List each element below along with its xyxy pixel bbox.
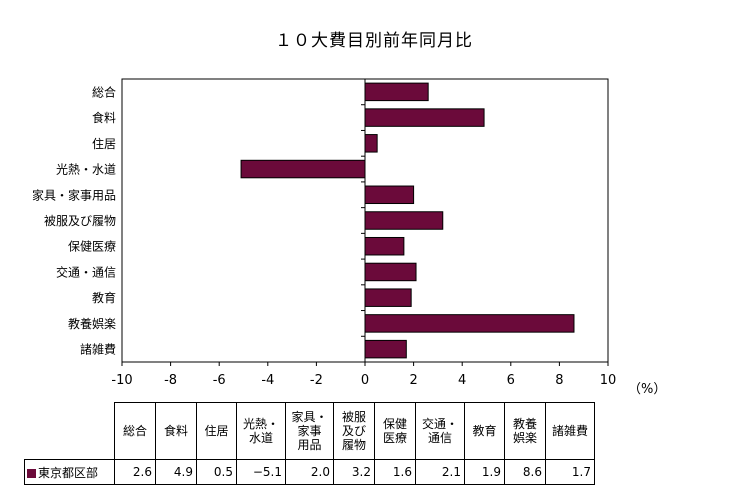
table-header-cell: 光熱・ 水道 xyxy=(236,402,286,460)
table-header-cell: 住居 xyxy=(196,402,237,460)
table-row: 東京都区部 2.6 4.9 0.5 −5.1 2.0 3.2 1.6 2.1 1.9 8.6 1.7 xyxy=(24,459,595,485)
bar-4 xyxy=(240,159,366,179)
table-header-cell: 家具・ 家事 用品 xyxy=(285,402,334,460)
table-cell: 2.1 xyxy=(415,459,465,485)
category-label: 被服及び履物 xyxy=(44,214,116,228)
x-tick-label: 0 xyxy=(361,373,369,388)
table-cell: 8.6 xyxy=(504,459,546,485)
table-header-label: 交通・ 通信 xyxy=(421,417,458,445)
bar-9 xyxy=(364,288,412,307)
table-cell: 3.2 xyxy=(333,459,375,485)
table-header-label: 住居 xyxy=(204,424,229,438)
table-header-cell: 教育 xyxy=(464,402,505,460)
x-tick-label: 4 xyxy=(458,373,466,388)
table-header-label: 総合 xyxy=(122,424,147,438)
table-header-cell: 被服 及び 履物 xyxy=(333,402,375,460)
bar-11 xyxy=(364,339,407,359)
bar-8 xyxy=(364,262,417,282)
bar-5 xyxy=(364,185,415,205)
category-label: 光熱・水道 xyxy=(56,163,116,177)
table-cell: 2.6 xyxy=(114,459,156,485)
table-header-label: 食料 xyxy=(163,424,188,438)
x-tick-label: -2 xyxy=(310,373,323,388)
bar-10 xyxy=(364,314,575,333)
x-tick-label: -4 xyxy=(261,373,274,388)
table-header-cell: 教養 娯楽 xyxy=(504,402,546,460)
x-tick-label: -6 xyxy=(213,373,226,388)
category-label: 食料 xyxy=(92,110,116,125)
table-header-label: 保健 医療 xyxy=(382,417,407,445)
table-corner xyxy=(24,402,115,460)
table-header-row: 総合 食料 住居 光熱・ 水道 家具・ 家事 用品 被服 及び 履物 保健 医療 交通・ 通信… xyxy=(24,402,595,460)
table-header-label: 教養 娯楽 xyxy=(512,417,537,445)
table-header-label: 光熱・ 水道 xyxy=(242,417,279,445)
category-label: 教育 xyxy=(92,290,116,305)
table-header-label: 教育 xyxy=(472,424,497,438)
table-header-cell: 交通・ 通信 xyxy=(415,402,465,460)
bar-3 xyxy=(364,134,378,153)
table-row-label: 東京都区部 xyxy=(24,459,115,485)
category-label: 住居 xyxy=(92,137,116,151)
chart-title: １０大費目別前年同月比 xyxy=(275,31,473,51)
table-header-label: 家具・ 家事 用品 xyxy=(291,410,328,452)
table-cell: 2.0 xyxy=(285,459,334,485)
table-header-cell: 総合 xyxy=(114,402,156,460)
unit-label: （%） xyxy=(628,382,667,397)
x-tick-label: 2 xyxy=(409,373,417,388)
x-tick-label: 10 xyxy=(600,373,617,388)
category-label: 教養娯楽 xyxy=(68,316,116,331)
category-label: 総合 xyxy=(92,84,116,99)
bar-2 xyxy=(364,108,485,127)
x-tick-label: 8 xyxy=(555,373,563,388)
table-cell: 1.7 xyxy=(545,459,595,485)
x-tick-label: -8 xyxy=(164,373,177,388)
table-cell: 1.9 xyxy=(464,459,505,485)
category-label: 保健医療 xyxy=(68,240,116,254)
data-table: 総合 食料 住居 光熱・ 水道 家具・ 家事 用品 被服 及び 履物 保健 医療 交通・ 通信… xyxy=(24,402,595,485)
series-swatch xyxy=(27,468,36,478)
table-cell: 1.6 xyxy=(374,459,416,485)
bar-7 xyxy=(364,236,405,256)
table-header-cell: 食料 xyxy=(155,402,197,460)
table-header-label: 被服 及び 履物 xyxy=(341,410,366,452)
bar-6 xyxy=(364,211,444,230)
category-label: 諸雑費 xyxy=(80,342,116,357)
category-label: 交通・通信 xyxy=(56,264,116,279)
bar-chart: -10 -8 -6 -4 -2 0 2 4 6 8 10 総合食料住居光熱・水道家具・家事用品被服及び… xyxy=(32,78,617,388)
table-cell: 4.9 xyxy=(155,459,197,485)
x-tick-label: 6 xyxy=(507,373,515,388)
table-header-label: 諸雑費 xyxy=(551,424,588,438)
table-cell: 0.5 xyxy=(196,459,237,485)
series-name: 東京都区部 xyxy=(38,465,99,480)
category-label: 家具・家事用品 xyxy=(32,187,116,202)
table-header-cell: 諸雑費 xyxy=(545,402,595,460)
table-header-cell: 保健 医療 xyxy=(374,402,416,460)
table-cell: −5.1 xyxy=(236,459,286,485)
bar-1 xyxy=(364,82,429,102)
x-tick-label: -10 xyxy=(111,373,132,388)
